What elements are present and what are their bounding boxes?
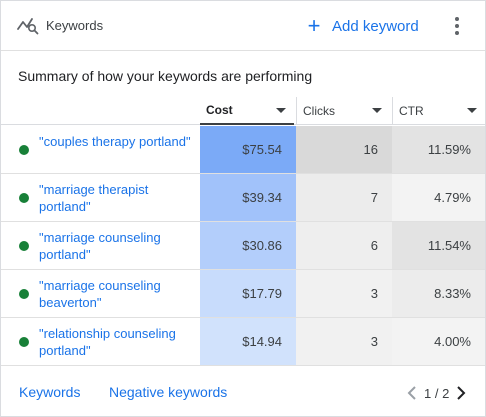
- add-keyword-button[interactable]: + Add keyword: [304, 13, 419, 39]
- clicks-cell: 16: [296, 126, 392, 173]
- column-header-ctr[interactable]: CTR: [392, 97, 485, 125]
- cost-cell: $75.54: [200, 126, 296, 173]
- keyword-link[interactable]: "couples therapy portland": [39, 134, 191, 149]
- table-row: "marriage therapist portland" $39.34 7 4…: [1, 174, 485, 222]
- dropdown-arrow-icon: [467, 108, 477, 113]
- column-label-clicks: Clicks: [303, 104, 335, 118]
- ctr-cell: 11.54%: [392, 222, 485, 269]
- dropdown-arrow-icon: [372, 108, 382, 113]
- cost-cell: $39.34: [200, 174, 296, 221]
- plus-icon: +: [307, 13, 321, 38]
- card-footer: Keywords Negative keywords 1 / 2: [1, 369, 485, 417]
- chevron-left-icon[interactable]: [405, 383, 419, 403]
- clicks-cell: 6: [296, 222, 392, 269]
- add-keyword-label: Add keyword: [332, 17, 419, 35]
- table-header: Cost Clicks CTR: [1, 97, 485, 125]
- cost-cell: $14.94: [200, 318, 296, 365]
- column-header-clicks[interactable]: Clicks: [296, 97, 390, 125]
- keyword-link[interactable]: "marriage therapist portland": [39, 182, 149, 214]
- keywords-icon: [17, 18, 39, 35]
- table-row: "couples therapy portland" $75.54 16 11.…: [1, 126, 485, 174]
- ctr-cell: 11.59%: [392, 126, 485, 173]
- keyword-link[interactable]: "relationship counseling portland": [39, 326, 176, 358]
- table-row: "marriage counseling portland" $30.86 6 …: [1, 222, 485, 270]
- ctr-cell: 4.00%: [392, 318, 485, 365]
- chevron-right-icon[interactable]: [454, 383, 468, 403]
- dropdown-arrow-icon: [276, 108, 286, 113]
- more-vert-icon[interactable]: [450, 15, 464, 37]
- ctr-cell: 4.79%: [392, 174, 485, 221]
- column-label-ctr: CTR: [399, 104, 424, 118]
- status-enabled-icon: [19, 193, 29, 203]
- card-header: Keywords + Add keyword: [1, 1, 485, 51]
- keywords-link[interactable]: Keywords: [19, 384, 81, 400]
- status-enabled-icon: [19, 337, 29, 347]
- clicks-cell: 3: [296, 318, 392, 365]
- cost-cell: $30.86: [200, 222, 296, 269]
- status-enabled-icon: [19, 289, 29, 299]
- negative-keywords-link[interactable]: Negative keywords: [109, 384, 228, 400]
- table-row: "marriage counseling beaverton" $17.79 3…: [1, 270, 485, 318]
- cost-cell: $17.79: [200, 270, 296, 317]
- column-header-cost[interactable]: Cost: [200, 97, 294, 125]
- summary-heading: Summary of how your keywords are perform…: [18, 68, 313, 84]
- page-indicator: 1 / 2: [424, 385, 450, 401]
- keyword-link[interactable]: "marriage counseling beaverton": [39, 278, 161, 310]
- ctr-cell: 8.33%: [392, 270, 485, 317]
- pagination: 1 / 2: [405, 383, 468, 403]
- clicks-cell: 3: [296, 270, 392, 317]
- status-enabled-icon: [19, 241, 29, 251]
- column-label-cost: Cost: [206, 103, 233, 117]
- clicks-cell: 7: [296, 174, 392, 221]
- keyword-link[interactable]: "marriage counseling portland": [39, 230, 161, 262]
- table-row: "relationship counseling portland" $14.9…: [1, 318, 485, 366]
- status-enabled-icon: [19, 145, 29, 155]
- card-title: Keywords: [46, 18, 104, 33]
